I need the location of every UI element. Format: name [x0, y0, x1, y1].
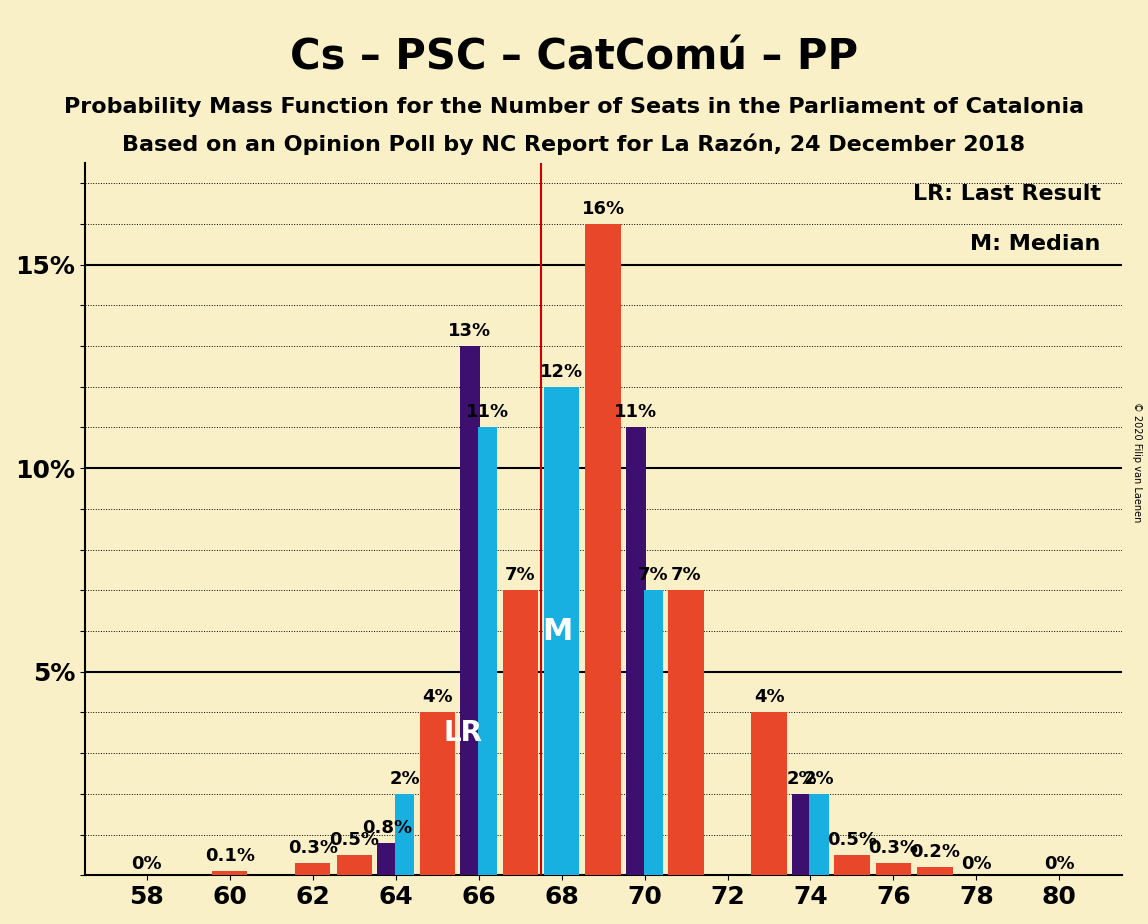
Text: LR: Last Result: LR: Last Result	[913, 184, 1101, 204]
Text: 7%: 7%	[670, 566, 701, 584]
Bar	[626, 428, 645, 875]
Bar	[644, 590, 664, 875]
Text: 0.8%: 0.8%	[362, 819, 412, 836]
Bar	[835, 855, 869, 875]
Text: 13%: 13%	[449, 322, 491, 340]
Text: 16%: 16%	[582, 200, 625, 218]
Bar	[917, 867, 953, 875]
Text: 4%: 4%	[754, 688, 784, 706]
Text: 0.3%: 0.3%	[868, 839, 918, 857]
Bar	[420, 712, 455, 875]
Bar	[295, 863, 331, 875]
Text: 2%: 2%	[804, 770, 835, 788]
Text: Cs – PSC – CatComú – PP: Cs – PSC – CatComú – PP	[290, 37, 858, 79]
Text: 7%: 7%	[638, 566, 669, 584]
Bar	[585, 224, 621, 875]
Bar	[752, 712, 786, 875]
Bar	[668, 590, 704, 875]
Text: © 2020 Filip van Laenen: © 2020 Filip van Laenen	[1132, 402, 1142, 522]
Text: 12%: 12%	[540, 362, 583, 381]
Bar	[503, 590, 537, 875]
Text: M: M	[542, 616, 573, 646]
Text: M: Median: M: Median	[970, 234, 1101, 254]
Text: 0.1%: 0.1%	[204, 847, 255, 865]
Bar	[336, 855, 372, 875]
Text: 2%: 2%	[389, 770, 420, 788]
Bar	[212, 871, 248, 875]
Text: 0%: 0%	[961, 856, 992, 873]
Text: 11%: 11%	[614, 404, 658, 421]
Text: LR: LR	[443, 719, 482, 747]
Text: 0.5%: 0.5%	[827, 831, 877, 849]
Text: 0.3%: 0.3%	[288, 839, 338, 857]
Text: 2%: 2%	[786, 770, 817, 788]
Bar	[876, 863, 912, 875]
Text: 0.2%: 0.2%	[910, 843, 960, 861]
Bar	[478, 428, 497, 875]
Bar	[460, 346, 480, 875]
Bar	[377, 843, 397, 875]
Text: 0%: 0%	[132, 856, 162, 873]
Bar	[544, 387, 580, 875]
Text: 0%: 0%	[1044, 856, 1075, 873]
Text: 7%: 7%	[505, 566, 535, 584]
Bar	[792, 794, 812, 875]
Text: 4%: 4%	[422, 688, 452, 706]
Text: 11%: 11%	[466, 404, 509, 421]
Bar	[395, 794, 414, 875]
Text: Based on an Opinion Poll by NC Report for La Razón, 24 December 2018: Based on an Opinion Poll by NC Report fo…	[123, 134, 1025, 155]
Text: Probability Mass Function for the Number of Seats in the Parliament of Catalonia: Probability Mass Function for the Number…	[64, 97, 1084, 117]
Bar	[809, 794, 829, 875]
Text: 0.5%: 0.5%	[329, 831, 379, 849]
